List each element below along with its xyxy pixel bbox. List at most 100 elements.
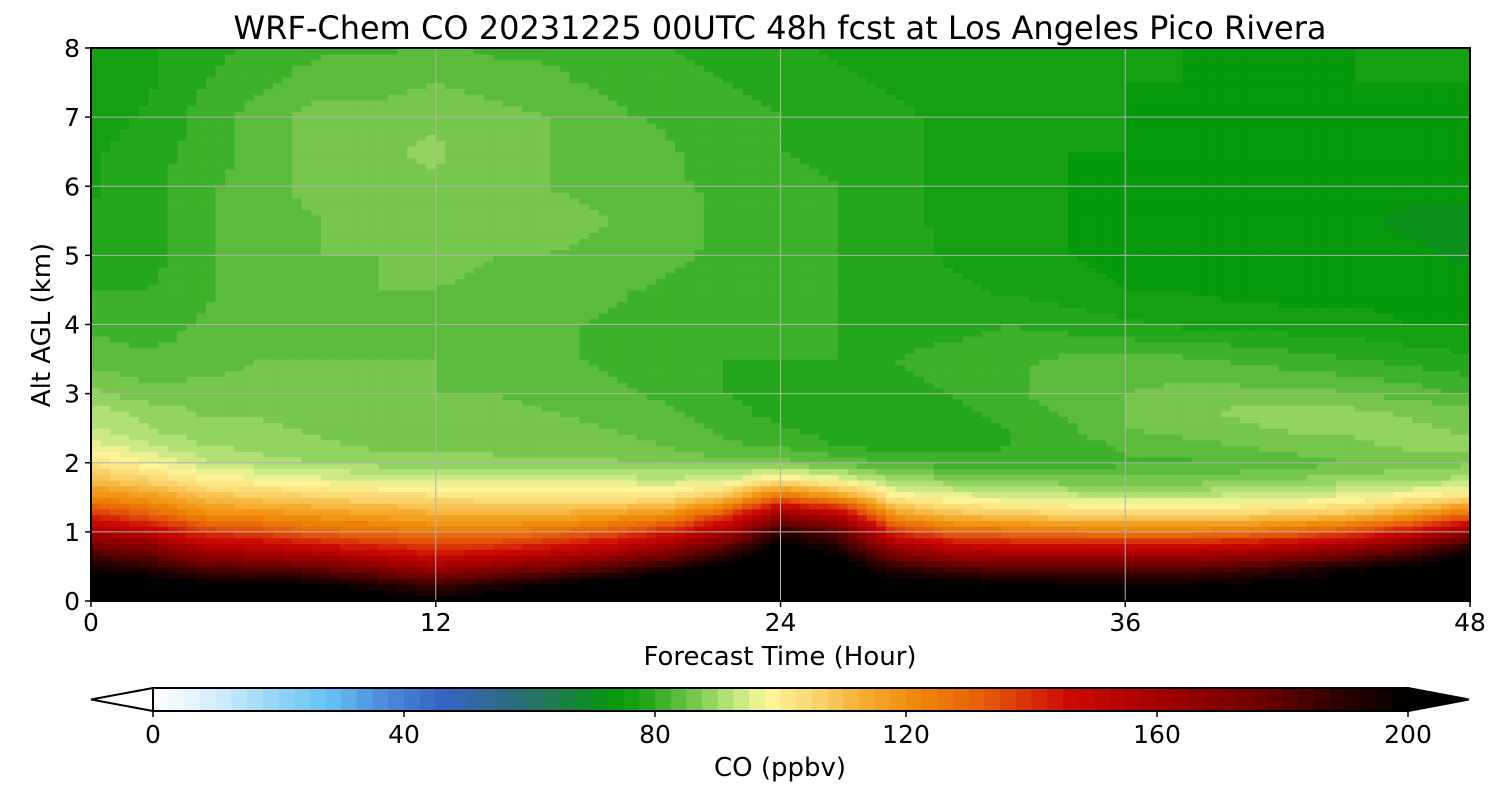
contour-cell <box>617 595 628 602</box>
contour-cell <box>215 468 226 475</box>
contour-cell <box>1134 428 1146 435</box>
contour-cell <box>167 508 178 516</box>
contour-cell <box>397 445 408 452</box>
contour-cell <box>1249 595 1260 602</box>
contour-cell <box>387 468 399 475</box>
contour-cell <box>904 416 916 424</box>
contour-cell <box>972 520 983 527</box>
contour-cell <box>1374 439 1385 447</box>
contour-cell <box>1096 422 1107 429</box>
contour-cell <box>1067 445 1078 452</box>
contour-cell <box>541 468 552 475</box>
contour-cell <box>694 480 705 487</box>
contour-cell <box>339 508 351 516</box>
contour-cell <box>1249 422 1260 429</box>
contour-cell <box>1163 508 1174 516</box>
contour-cell <box>751 543 762 550</box>
contour-cell <box>684 577 695 585</box>
contour-cell <box>904 508 916 516</box>
contour-cell <box>1431 422 1442 429</box>
contour-cell <box>541 595 552 602</box>
contour-cell <box>368 462 379 470</box>
contour-cell <box>1125 531 1136 539</box>
contour-cell <box>1450 526 1462 533</box>
contour-cell <box>493 514 504 521</box>
contour-cell <box>656 410 667 418</box>
contour-cell <box>454 543 466 550</box>
contour-cell <box>1240 514 1251 521</box>
contour-cell <box>1000 589 1011 596</box>
contour-cell <box>158 577 169 585</box>
contour-cell <box>416 491 427 498</box>
contour-cell <box>742 433 753 441</box>
contour-cell <box>464 485 475 493</box>
contour-cell <box>1106 554 1117 562</box>
contour-cell <box>330 456 341 464</box>
contour-cell <box>1460 560 1471 568</box>
contour-cell <box>186 497 197 504</box>
contour-cell <box>895 589 906 596</box>
contour-cell <box>579 416 590 424</box>
contour-cell <box>885 572 897 579</box>
contour-cell <box>1402 451 1414 458</box>
contour-cell <box>1106 416 1117 424</box>
contour-cell <box>186 451 197 458</box>
contour-cell <box>205 572 217 579</box>
contour-cell <box>924 410 935 418</box>
contour-cell <box>895 416 906 424</box>
contour-cell <box>1163 514 1174 521</box>
contour-cell <box>1125 572 1136 579</box>
contour-cell <box>1393 451 1404 458</box>
contour-cell <box>1249 439 1260 447</box>
contour-cell <box>943 416 954 424</box>
contour-cell <box>292 503 303 510</box>
contour-cell <box>416 503 427 510</box>
contour-cell <box>646 554 657 562</box>
contour-cell <box>301 537 312 544</box>
contour-cell <box>521 543 533 550</box>
contour-cell <box>1144 480 1155 487</box>
contour-cell <box>579 439 590 447</box>
contour-cell <box>1374 433 1385 441</box>
contour-cell <box>694 572 705 579</box>
contour-cell <box>445 549 456 556</box>
contour-cell <box>1048 410 1059 418</box>
contour-cell <box>847 433 858 441</box>
contour-cell <box>1125 439 1136 447</box>
contour-cell <box>1230 554 1241 562</box>
contour-cell <box>1335 405 1347 412</box>
contour-cell <box>454 531 466 539</box>
contour-cell <box>1240 410 1251 418</box>
contour-cell <box>1010 439 1021 447</box>
contour-cell <box>1019 462 1031 470</box>
contour-cell <box>1144 560 1155 568</box>
contour-cell <box>1000 480 1011 487</box>
contour-cell <box>138 543 150 550</box>
contour-cell <box>981 520 992 527</box>
contour-cell <box>790 410 801 418</box>
contour-cell <box>1345 543 1356 550</box>
contour-cell <box>1086 543 1098 550</box>
contour-cell <box>818 583 829 591</box>
contour-cell <box>1039 480 1050 487</box>
contour-cell <box>234 474 245 481</box>
contour-cell <box>1182 480 1193 487</box>
contour-cell <box>196 428 207 435</box>
contour-cell <box>426 595 437 602</box>
contour-cell <box>761 497 772 504</box>
contour-cell <box>732 537 743 544</box>
contour-cell <box>1192 514 1203 521</box>
contour-cell <box>541 514 552 521</box>
contour-cell <box>407 474 418 481</box>
contour-cell <box>311 433 322 441</box>
contour-cell <box>387 595 399 602</box>
contour-cell <box>397 543 408 550</box>
contour-cell <box>1192 422 1203 429</box>
contour-cell <box>732 451 743 458</box>
contour-cell <box>809 433 820 441</box>
contour-cell <box>330 560 341 568</box>
contour-cell <box>397 410 408 418</box>
contour-cell <box>387 456 399 464</box>
contour-cell <box>1393 485 1404 493</box>
contour-cell <box>292 468 303 475</box>
